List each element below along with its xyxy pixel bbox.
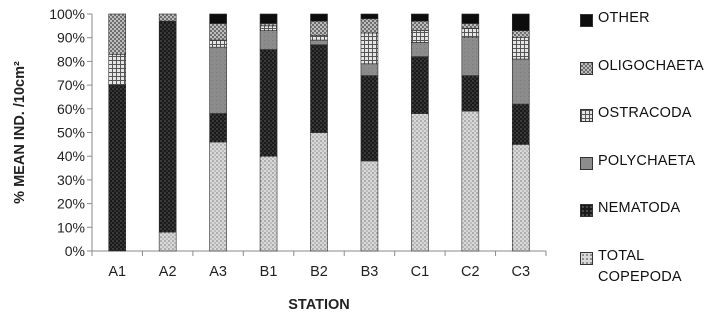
bar-segment-ostracoda [511, 37, 530, 60]
bar-segment-nematoda [259, 49, 278, 157]
bar-segment-polychaeta [461, 37, 480, 76]
legend-swatch [580, 204, 593, 217]
bar-segment-nematoda [360, 75, 379, 162]
legend-label: NEMATODA [598, 200, 681, 216]
bar-segment-other [310, 13, 328, 22]
bar-segment-oligochaeta [259, 23, 278, 27]
chart-bars [108, 13, 530, 252]
bar-segment-ostracoda [461, 27, 480, 38]
bar-segment-nematoda [511, 103, 530, 145]
bar-stack-b3 [360, 13, 379, 252]
x-tick-label: C1 [411, 264, 430, 280]
x-axis-title: STATION [288, 297, 349, 313]
bar-segment-total-copepoda [461, 110, 480, 252]
legend-label: OTHER [598, 10, 650, 26]
bar-stack-a3 [209, 13, 227, 252]
bar-segment-nematoda [209, 113, 227, 143]
legend-label: OLIGOCHAETA [598, 57, 704, 74]
x-tick-label: A1 [108, 264, 126, 280]
bar-segment-oligochaeta [158, 13, 177, 22]
bar-segment-polychaeta [259, 30, 278, 50]
x-tick-label: B2 [310, 264, 328, 280]
bar-segment-nematoda [461, 75, 480, 112]
bar-stack-a2 [158, 13, 177, 252]
y-tick-label: 80% [57, 53, 85, 69]
bar-segment-oligochaeta [360, 18, 379, 34]
x-tick-label: B1 [260, 264, 278, 280]
bar-segment-total-copepoda [209, 141, 227, 252]
x-tick-label: A3 [209, 264, 227, 280]
legend-label: POLYCHAETA [598, 152, 696, 169]
bar-segment-total-copepoda [310, 132, 328, 252]
bar-segment-total-copepoda [511, 144, 530, 252]
legend-swatch [580, 156, 593, 170]
legend-swatch [580, 61, 593, 75]
legend-label: OSTRACODA [598, 105, 692, 121]
bar-stack-b2 [310, 13, 328, 252]
bar-segment-polychaeta [310, 39, 328, 46]
bar-segment-polychaeta [360, 63, 379, 76]
bar-segment-oligochaeta [209, 23, 227, 41]
bar-segment-nematoda [108, 84, 127, 252]
bar-segment-ostracoda [108, 53, 127, 86]
bar-segment-ostracoda [360, 32, 379, 65]
y-tick-label: 20% [57, 196, 85, 212]
bar-segment-ostracoda [259, 25, 278, 31]
bar-segment-oligochaeta [511, 30, 530, 39]
bar-segment-oligochaeta [108, 13, 127, 55]
bar-segment-polychaeta [411, 42, 429, 57]
bar-segment-other [511, 13, 530, 31]
y-tick-label: 50% [57, 125, 85, 141]
bar-stack-b1 [259, 13, 278, 252]
bar-stack-c1 [411, 13, 429, 252]
y-tick-label: 60% [57, 101, 85, 117]
bar-segment-oligochaeta [461, 23, 480, 29]
y-tick-label: 10% [57, 219, 85, 235]
y-tick-label: 30% [57, 172, 85, 188]
chart-labels: 0% 10% 20% 30% 40% 50% 60% 70% 80% 90% 100% A1 A2 A3 B… [12, 6, 530, 313]
bar-segment-oligochaeta [411, 20, 429, 31]
bar-segment-polychaeta [511, 58, 530, 105]
bar-segment-other [209, 13, 227, 24]
legend-swatch [580, 109, 593, 122]
bar-segment-ostracoda [310, 35, 328, 41]
bar-segment-total-copepoda [411, 113, 429, 252]
y-tick-label: 0% [65, 243, 85, 259]
bar-stack-c2 [461, 13, 480, 252]
bar-segment-other [461, 13, 480, 24]
y-axis-title: % MEAN IND. /10cm² [12, 61, 28, 204]
bar-segment-other [360, 13, 379, 20]
x-tick-label: C3 [512, 264, 531, 280]
bar-segment-total-copepoda [259, 155, 278, 252]
bar-stack-a1 [108, 13, 127, 252]
x-tick-label: C2 [461, 264, 480, 280]
bar-segment-ostracoda [209, 39, 227, 48]
x-tick-label: A2 [159, 264, 177, 280]
y-tick-label: 70% [57, 77, 85, 93]
bar-segment-total-copepoda [158, 231, 177, 252]
y-tick-label: 90% [57, 30, 85, 46]
bar-segment-polychaeta [209, 46, 227, 114]
x-tick-label: B3 [361, 264, 379, 280]
bar-stack-c3 [511, 13, 530, 252]
legend-label: TOTAL COPEPODA [598, 247, 682, 285]
bar-segment-ostracoda [411, 30, 429, 43]
legend-swatch [580, 14, 593, 27]
y-tick-label: 100% [49, 6, 85, 22]
bar-segment-other [411, 13, 429, 22]
bar-segment-other [259, 13, 278, 24]
bar-segment-nematoda [411, 56, 429, 114]
bar-segment-oligochaeta [310, 20, 328, 36]
bar-segment-nematoda [310, 44, 328, 133]
legend-swatch [580, 251, 593, 265]
bar-segment-nematoda [158, 20, 177, 233]
bar-segment-total-copepoda [360, 160, 379, 252]
y-tick-label: 40% [57, 148, 85, 164]
